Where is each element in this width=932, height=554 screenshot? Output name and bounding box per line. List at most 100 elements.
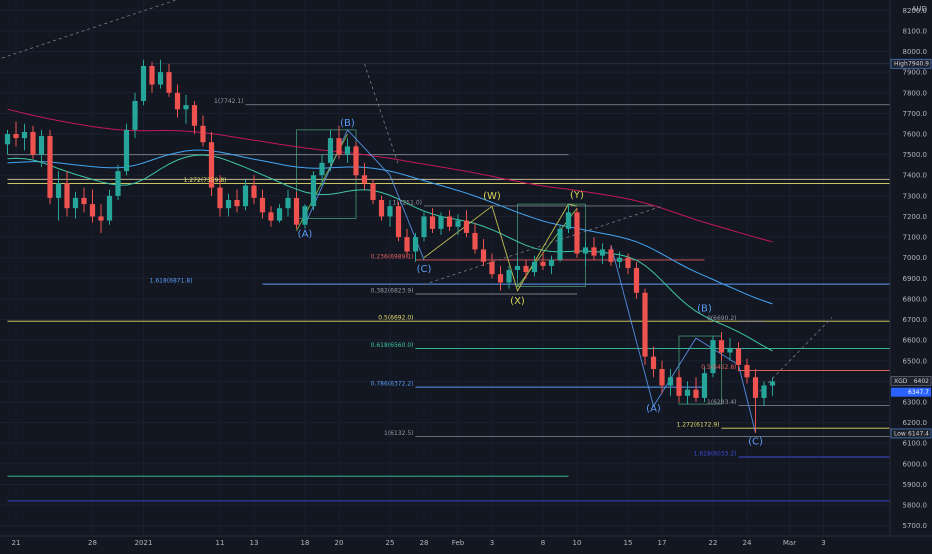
candle: [642, 288, 648, 365]
candle-body: [217, 187, 223, 209]
price-tick-label: 7500.0: [903, 151, 928, 159]
time-tick-label: 2021: [135, 539, 153, 547]
candle-body: [4, 134, 11, 145]
time-axis[interactable]: [0, 536, 932, 550]
candle: [302, 204, 308, 229]
candle-body: [276, 208, 283, 221]
time-tick-label: 22: [709, 539, 718, 547]
candle-body: [140, 65, 147, 102]
candle-body: [421, 216, 427, 238]
price-tick-label: 8000.0: [903, 48, 928, 56]
candle: [565, 204, 572, 233]
wave-label: (A): [646, 403, 661, 414]
time-tick-label: 18: [301, 539, 310, 547]
candle: [735, 342, 742, 372]
time-tick-label: 8: [541, 539, 545, 547]
candle-body: [208, 142, 215, 188]
high-marker: High 7940.9: [890, 58, 932, 69]
symbol-marker-label: XGD: [894, 378, 908, 385]
candle: [72, 191, 79, 219]
candle: [710, 336, 716, 378]
candle-body: [13, 134, 19, 139]
candle-body: [89, 204, 96, 217]
candle-body: [608, 249, 614, 262]
candle: [429, 208, 436, 233]
low-marker-value: 6147.4: [908, 430, 929, 437]
fib-levels: [7, 63, 890, 502]
time-tick-label: 13: [250, 539, 259, 547]
candle: [21, 123, 28, 151]
candle-body: [557, 228, 563, 260]
candle-body: [701, 373, 708, 398]
candle-body: [200, 125, 206, 143]
candle: [744, 358, 750, 384]
price-tick-label: 6000.0: [903, 460, 928, 468]
candle-body: [259, 197, 266, 213]
wave-labels: (B) (A) (C) (W) (Y) (X) (B) (A) (C): [298, 118, 763, 448]
candle: [472, 222, 478, 254]
candle: [353, 142, 359, 180]
candle-body: [302, 206, 308, 225]
time-tick-label: 28: [420, 539, 429, 547]
candle: [225, 193, 232, 217]
candle-body: [574, 212, 580, 254]
candle: [191, 101, 198, 134]
candle: [395, 202, 402, 242]
fib-labels: 1(7742.1) 1.272(7359.8) 1(7251.0) 0.236(698…: [150, 98, 737, 457]
price-tick-label: 7100.0: [903, 234, 928, 242]
price-tick-label: 8100.0: [903, 27, 928, 35]
fib-level-label: 1.618(6871.8): [150, 278, 193, 285]
candle-body: [472, 232, 478, 250]
price-tick-label: 7700.0: [903, 110, 928, 118]
projection-lines: [0, 0, 833, 397]
candle: [242, 179, 249, 211]
candle: [200, 115, 206, 147]
price-tick-label: 7200.0: [903, 213, 928, 221]
candle-body: [744, 364, 750, 378]
candle: [370, 179, 376, 205]
candle-body: [378, 199, 385, 217]
time-tick-label: 20: [335, 539, 344, 547]
candle: [455, 214, 461, 236]
candle-body: [480, 249, 487, 262]
candle: [727, 338, 733, 361]
candle-body: [497, 274, 504, 283]
candle-body: [735, 348, 742, 365]
candle: [693, 377, 699, 402]
time-tick-label: 21: [12, 539, 21, 547]
candle: [582, 241, 589, 266]
currency-label: AUD: [912, 5, 927, 13]
candle-body: [387, 206, 393, 217]
candle-body: [455, 220, 461, 227]
candle-body: [693, 389, 699, 398]
candle-body: [667, 377, 674, 386]
wave-label: (W): [483, 191, 501, 202]
candle-body: [21, 131, 28, 139]
candle-body: [310, 175, 317, 207]
candle-body: [132, 101, 138, 130]
candle: [701, 366, 708, 402]
price-axis[interactable]: [890, 0, 932, 536]
candle-body: [72, 197, 79, 209]
candle: [599, 243, 606, 264]
candle: [285, 189, 291, 217]
candle-body: [642, 292, 648, 357]
candle: [344, 138, 351, 163]
candle-body: [582, 247, 589, 254]
fib-level-label: 0.236(6989.1): [371, 253, 414, 260]
candle: [531, 255, 538, 277]
candle: [574, 208, 580, 258]
candle: [55, 171, 62, 221]
candle: [480, 239, 487, 266]
price-tick-label: 6100.0: [903, 440, 928, 448]
candle: [718, 331, 725, 361]
candle-body: [429, 216, 436, 229]
candle-body: [81, 197, 87, 205]
candle-body: [463, 220, 470, 233]
wave-path: [423, 203, 578, 292]
fib-level-label: 0.786(6372.2): [371, 381, 414, 388]
candle: [106, 189, 113, 225]
candle: [506, 265, 512, 289]
